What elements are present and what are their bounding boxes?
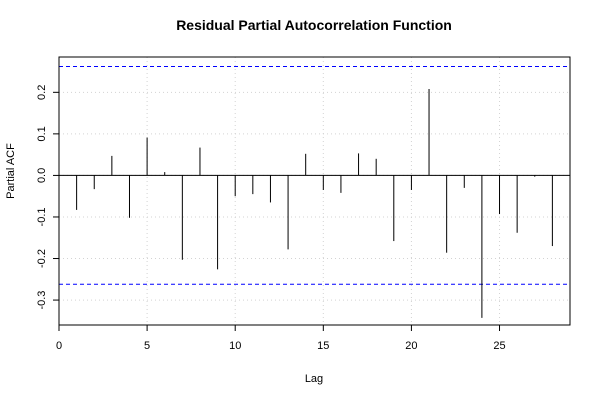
- y-tick-label: -0.3: [36, 291, 48, 310]
- pacf-spikes: [76, 88, 553, 318]
- chart-title: Residual Partial Autocorrelation Functio…: [176, 17, 452, 33]
- x-tick-label: 25: [493, 340, 505, 352]
- axes: 0 5 10 15 20 25 -0.3 -0.2 -0.1 0.0 0.1 0.2: [36, 85, 506, 352]
- y-tick-label: 0.2: [36, 85, 48, 100]
- x-axis-label: Lag: [305, 373, 323, 385]
- y-tick-label: 0.0: [36, 168, 48, 183]
- x-tick-label: 15: [317, 340, 329, 352]
- x-tick-label: 10: [229, 340, 241, 352]
- x-tick-label: 20: [405, 340, 417, 352]
- x-tick-label: 0: [56, 340, 62, 352]
- confidence-bounds: [59, 66, 570, 285]
- y-tick-label: -0.2: [36, 249, 48, 268]
- y-tick-label: -0.1: [36, 207, 48, 226]
- y-axis-label: Partial ACF: [5, 143, 17, 199]
- grid-lines: [58, 57, 570, 325]
- plot-frame: [58, 56, 571, 326]
- y-tick-label: 0.1: [36, 126, 48, 141]
- x-tick-label: 5: [144, 340, 150, 352]
